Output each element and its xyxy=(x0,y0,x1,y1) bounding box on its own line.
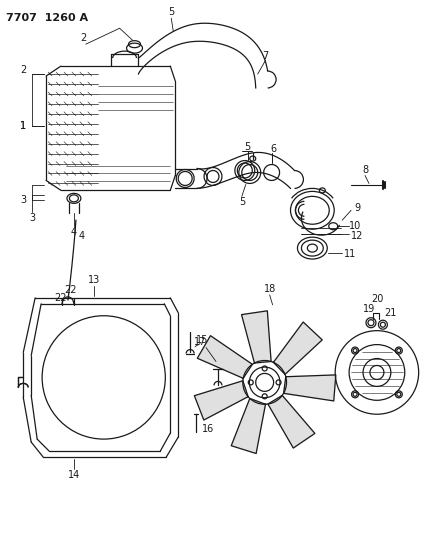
Polygon shape xyxy=(284,375,336,401)
Text: 22: 22 xyxy=(54,293,66,303)
Text: 12: 12 xyxy=(351,231,363,241)
Text: 5: 5 xyxy=(239,197,245,207)
Text: 13: 13 xyxy=(88,275,100,285)
Text: 5: 5 xyxy=(245,142,251,151)
Text: 20: 20 xyxy=(372,294,384,304)
Text: 8: 8 xyxy=(362,165,368,174)
Text: 14: 14 xyxy=(68,470,80,480)
Text: 9: 9 xyxy=(354,203,360,213)
Polygon shape xyxy=(231,399,265,454)
Text: 4: 4 xyxy=(71,227,77,237)
Text: 6: 6 xyxy=(270,143,276,154)
Text: 16: 16 xyxy=(202,424,214,434)
Text: 15: 15 xyxy=(196,335,208,345)
Text: 22: 22 xyxy=(64,285,77,295)
Text: 17: 17 xyxy=(194,337,206,346)
Text: 19: 19 xyxy=(363,304,375,314)
Text: 10: 10 xyxy=(349,221,361,231)
Polygon shape xyxy=(194,381,248,420)
Text: 11: 11 xyxy=(344,249,356,259)
Polygon shape xyxy=(241,311,271,363)
Text: 21: 21 xyxy=(385,308,397,318)
Text: 18: 18 xyxy=(264,284,276,294)
Text: 7: 7 xyxy=(262,51,269,61)
Text: 3: 3 xyxy=(29,213,35,223)
Polygon shape xyxy=(273,322,322,374)
Text: 3: 3 xyxy=(20,196,26,205)
Polygon shape xyxy=(197,336,253,378)
Text: 1: 1 xyxy=(20,121,26,131)
Text: 1: 1 xyxy=(20,121,26,131)
Text: 4: 4 xyxy=(79,231,85,241)
Text: 5: 5 xyxy=(168,7,174,18)
Text: 2: 2 xyxy=(81,33,87,43)
Text: 2: 2 xyxy=(20,65,26,75)
Text: 7707  1260 A: 7707 1260 A xyxy=(6,13,89,23)
Polygon shape xyxy=(268,395,315,448)
